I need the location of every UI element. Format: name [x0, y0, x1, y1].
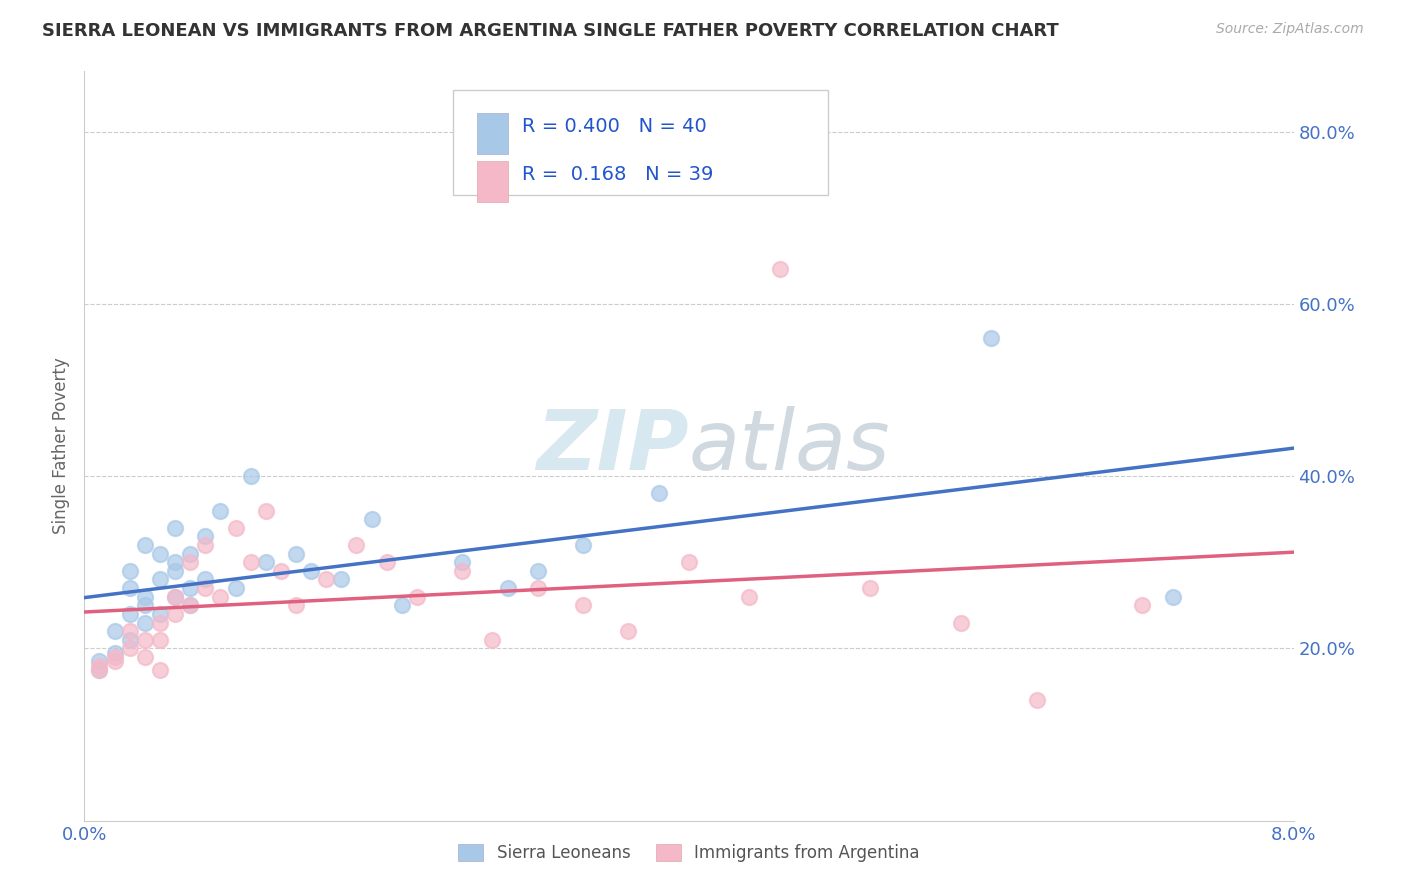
Text: SIERRA LEONEAN VS IMMIGRANTS FROM ARGENTINA SINGLE FATHER POVERTY CORRELATION CH: SIERRA LEONEAN VS IMMIGRANTS FROM ARGENT… — [42, 22, 1059, 40]
Point — [239, 469, 262, 483]
Point — [134, 538, 156, 552]
Point — [179, 555, 201, 569]
Text: R =  0.168   N = 39: R = 0.168 N = 39 — [522, 165, 713, 185]
Point — [617, 624, 640, 639]
Point — [346, 538, 368, 552]
Point — [149, 663, 172, 677]
Point — [104, 654, 127, 668]
Point — [209, 503, 232, 517]
Point — [375, 555, 398, 569]
Point — [769, 262, 792, 277]
Point — [270, 564, 292, 578]
Point — [118, 632, 141, 647]
Point — [104, 646, 127, 660]
Point — [149, 615, 172, 630]
Point — [194, 538, 217, 552]
Point — [678, 555, 700, 569]
Point — [134, 590, 156, 604]
Point — [330, 573, 353, 587]
FancyBboxPatch shape — [478, 161, 508, 202]
Point — [225, 521, 247, 535]
Point — [149, 547, 172, 561]
Point — [89, 663, 111, 677]
Point — [118, 564, 141, 578]
Point — [391, 599, 413, 613]
Point — [572, 538, 595, 552]
Point — [527, 581, 550, 595]
Point — [179, 581, 201, 595]
Point — [572, 599, 595, 613]
Text: Source: ZipAtlas.com: Source: ZipAtlas.com — [1216, 22, 1364, 37]
Text: atlas: atlas — [689, 406, 890, 486]
Point — [104, 650, 127, 665]
Point — [134, 615, 156, 630]
Point — [299, 564, 322, 578]
Legend: Sierra Leoneans, Immigrants from Argentina: Sierra Leoneans, Immigrants from Argenti… — [451, 837, 927, 869]
Point — [239, 555, 262, 569]
Point — [179, 547, 201, 561]
Point — [118, 607, 141, 621]
Point — [406, 590, 429, 604]
Point — [950, 615, 973, 630]
Point — [254, 555, 277, 569]
Point — [1025, 693, 1047, 707]
Point — [225, 581, 247, 595]
Point — [134, 599, 156, 613]
Text: ZIP: ZIP — [536, 406, 689, 486]
Point — [165, 521, 187, 535]
Point — [89, 663, 111, 677]
Point — [89, 658, 111, 673]
Point — [134, 650, 156, 665]
Point — [179, 599, 201, 613]
Point — [149, 573, 172, 587]
Point — [648, 486, 671, 500]
Point — [451, 555, 474, 569]
Point — [285, 599, 308, 613]
Point — [859, 581, 882, 595]
Point — [315, 573, 337, 587]
Point — [451, 564, 474, 578]
Point — [360, 512, 382, 526]
FancyBboxPatch shape — [453, 90, 828, 195]
Point — [481, 632, 503, 647]
Point — [165, 607, 187, 621]
Point — [496, 581, 519, 595]
Point — [179, 599, 201, 613]
FancyBboxPatch shape — [478, 112, 508, 153]
Point — [165, 590, 187, 604]
Point — [980, 331, 1002, 345]
Point — [254, 503, 277, 517]
Point — [165, 564, 187, 578]
Point — [527, 564, 550, 578]
Text: R = 0.400   N = 40: R = 0.400 N = 40 — [522, 117, 707, 136]
Point — [118, 641, 141, 656]
Point — [194, 573, 217, 587]
Point — [118, 581, 141, 595]
Point — [134, 632, 156, 647]
Point — [194, 581, 217, 595]
Point — [285, 547, 308, 561]
Y-axis label: Single Father Poverty: Single Father Poverty — [52, 358, 70, 534]
Point — [118, 624, 141, 639]
Point — [104, 624, 127, 639]
Point — [1161, 590, 1184, 604]
Point — [738, 590, 761, 604]
Point — [209, 590, 232, 604]
Point — [149, 607, 172, 621]
Point — [1132, 599, 1154, 613]
Point — [149, 632, 172, 647]
Point — [194, 529, 217, 543]
Point — [165, 555, 187, 569]
Point — [89, 654, 111, 668]
Point — [165, 590, 187, 604]
